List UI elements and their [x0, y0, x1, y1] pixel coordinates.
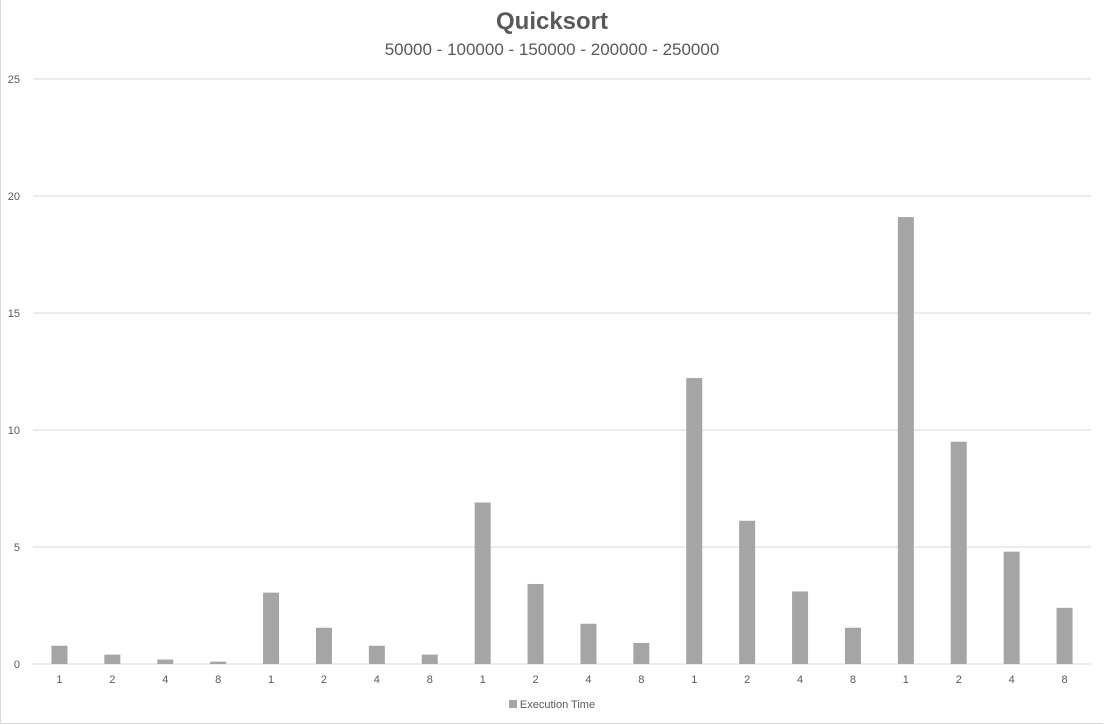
x-tick-label: 2 [532, 674, 538, 686]
x-tick-label: 8 [215, 674, 221, 686]
x-tick-label: 8 [850, 674, 856, 686]
x-tick-label: 1 [56, 674, 62, 686]
x-tick-label: 2 [744, 674, 750, 686]
bar [844, 627, 861, 664]
x-tick-label: 4 [374, 674, 380, 686]
legend: Execution Time [0, 699, 1104, 711]
bar [739, 520, 756, 664]
chart-subtitle: 50000 - 100000 - 150000 - 200000 - 25000… [384, 40, 720, 59]
bar [51, 645, 68, 664]
gridlines [33, 78, 1091, 665]
y-tick-label: 5 [14, 542, 20, 554]
x-tick-label: 4 [1009, 674, 1015, 686]
y-tick-label: 25 [8, 74, 20, 86]
legend-label: Execution Time [519, 699, 596, 711]
bar [792, 591, 809, 664]
y-tick-label: 0 [14, 659, 20, 671]
bar [157, 659, 174, 664]
x-tick-label: 1 [268, 674, 274, 686]
x-tick-label: 1 [691, 674, 697, 686]
bar [315, 627, 332, 664]
bar [686, 378, 703, 664]
y-tick-label: 15 [8, 308, 20, 320]
bar [474, 502, 491, 664]
bar [1003, 551, 1020, 664]
bar [1056, 607, 1073, 664]
bar [263, 592, 280, 664]
y-tick-label: 20 [8, 191, 20, 203]
y-axis-ticks: 0 5 10 15 20 25 [8, 74, 20, 671]
bar [104, 654, 121, 664]
x-tick-label: 8 [427, 674, 433, 686]
x-tick-label: 2 [956, 674, 962, 686]
x-tick-label: 1 [903, 674, 909, 686]
bar [897, 217, 914, 664]
y-tick-label: 10 [8, 425, 20, 437]
bar [210, 661, 227, 664]
bar [368, 645, 385, 664]
bar [580, 623, 597, 664]
chart-title: Quicksort [495, 8, 609, 35]
x-tick-label: 8 [1061, 674, 1067, 686]
bar [421, 654, 438, 664]
x-tick-label: 8 [638, 674, 644, 686]
x-tick-label: 2 [109, 674, 115, 686]
x-tick-label: 1 [480, 674, 486, 686]
legend-swatch [508, 700, 517, 708]
x-tick-label: 4 [585, 674, 591, 686]
x-tick-label: 4 [162, 674, 168, 686]
x-tick-label: 4 [797, 674, 803, 686]
bar [633, 642, 650, 664]
x-tick-label: 2 [321, 674, 327, 686]
bar [950, 441, 967, 664]
bars [51, 217, 1073, 664]
bar [527, 583, 544, 664]
